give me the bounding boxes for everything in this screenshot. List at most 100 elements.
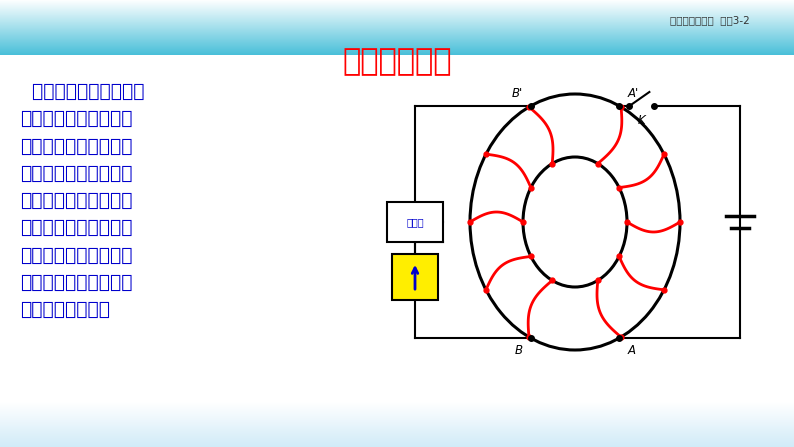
Bar bbox=[0, 7, 794, 8]
Bar bbox=[0, 20, 794, 21]
Bar bbox=[0, 0, 794, 1]
Bar bbox=[0, 408, 794, 409]
Bar bbox=[0, 446, 794, 447]
Bar bbox=[0, 427, 794, 428]
Bar bbox=[0, 13, 794, 14]
Bar bbox=[0, 428, 794, 429]
Bar bbox=[0, 431, 794, 432]
Bar bbox=[0, 23, 794, 24]
Bar bbox=[0, 409, 794, 410]
Bar bbox=[0, 414, 794, 415]
Bar bbox=[0, 417, 794, 418]
Bar bbox=[0, 435, 794, 436]
Bar bbox=[0, 35, 794, 36]
Bar bbox=[0, 440, 794, 441]
Bar bbox=[0, 34, 794, 35]
Bar bbox=[0, 406, 794, 407]
Bar bbox=[0, 437, 794, 438]
Bar bbox=[0, 39, 794, 40]
Text: K: K bbox=[638, 114, 646, 127]
Bar bbox=[0, 418, 794, 419]
Bar bbox=[0, 21, 794, 22]
Bar bbox=[0, 50, 794, 51]
Bar bbox=[0, 429, 794, 430]
Bar bbox=[0, 46, 794, 47]
Bar bbox=[0, 25, 794, 26]
Bar bbox=[0, 5, 794, 6]
Text: B: B bbox=[515, 344, 522, 357]
Text: 人民教育出版社  选修3-2: 人民教育出版社 选修3-2 bbox=[670, 15, 750, 25]
Bar bbox=[0, 40, 794, 41]
Bar bbox=[0, 421, 794, 422]
Bar bbox=[0, 15, 794, 16]
Bar bbox=[0, 32, 794, 33]
Bar bbox=[0, 404, 794, 405]
Bar bbox=[0, 442, 794, 443]
Bar bbox=[0, 430, 794, 431]
Bar bbox=[0, 31, 794, 32]
Bar bbox=[0, 420, 794, 421]
Text: A: A bbox=[627, 344, 635, 357]
Bar bbox=[0, 36, 794, 37]
Text: 在法拉第的实验中，两
个线圈之间并没有导线
相连，但当一个线圈中
的电流发生变化时，它
所产生的变化的磁场会
在另一个线圈中产生感
应电动势。这种现象叫
做互感: 在法拉第的实验中，两 个线圈之间并没有导线 相连，但当一个线圈中 的电流发生变化… bbox=[20, 82, 145, 319]
Bar bbox=[0, 24, 794, 25]
Bar bbox=[0, 1, 794, 2]
Bar bbox=[0, 29, 794, 30]
Bar bbox=[0, 30, 794, 31]
Text: B': B' bbox=[511, 87, 522, 100]
Bar bbox=[0, 419, 794, 420]
Bar bbox=[0, 12, 794, 13]
Bar bbox=[0, 19, 794, 20]
Bar bbox=[0, 8, 794, 9]
Bar bbox=[0, 433, 794, 434]
Bar bbox=[0, 407, 794, 408]
Bar bbox=[0, 33, 794, 34]
Bar bbox=[0, 444, 794, 445]
Bar bbox=[0, 443, 794, 444]
Bar bbox=[0, 27, 794, 28]
Bar bbox=[0, 44, 794, 45]
Bar bbox=[0, 54, 794, 55]
Bar bbox=[0, 45, 794, 46]
Bar bbox=[0, 6, 794, 7]
Bar bbox=[0, 47, 794, 48]
Bar bbox=[0, 424, 794, 425]
Bar bbox=[0, 52, 794, 53]
Bar bbox=[0, 43, 794, 44]
Text: 一、互感现象: 一、互感现象 bbox=[342, 47, 452, 76]
Bar bbox=[0, 4, 794, 5]
Bar bbox=[0, 422, 794, 423]
Bar bbox=[0, 412, 794, 413]
Bar bbox=[0, 438, 794, 439]
Bar bbox=[0, 434, 794, 435]
Bar bbox=[0, 42, 794, 43]
Bar bbox=[0, 41, 794, 42]
Bar bbox=[0, 403, 794, 404]
Bar bbox=[392, 254, 438, 300]
Bar bbox=[0, 48, 794, 49]
Bar bbox=[0, 17, 794, 18]
Bar bbox=[0, 10, 794, 11]
Bar bbox=[0, 413, 794, 414]
Bar bbox=[0, 28, 794, 29]
Bar bbox=[0, 415, 794, 416]
Bar bbox=[0, 51, 794, 52]
Bar bbox=[0, 423, 794, 424]
Bar bbox=[0, 26, 794, 27]
Bar bbox=[0, 432, 794, 433]
Bar bbox=[387, 202, 443, 242]
Bar bbox=[0, 22, 794, 23]
Bar bbox=[0, 445, 794, 446]
Bar bbox=[0, 411, 794, 412]
Bar bbox=[0, 402, 794, 403]
Bar bbox=[0, 11, 794, 12]
Text: A': A' bbox=[627, 87, 638, 100]
Bar bbox=[0, 53, 794, 54]
Text: 电流表: 电流表 bbox=[407, 217, 424, 227]
Bar bbox=[0, 426, 794, 427]
Bar bbox=[0, 416, 794, 417]
Bar bbox=[0, 16, 794, 17]
Bar bbox=[0, 441, 794, 442]
Bar bbox=[0, 436, 794, 437]
Bar bbox=[0, 38, 794, 39]
